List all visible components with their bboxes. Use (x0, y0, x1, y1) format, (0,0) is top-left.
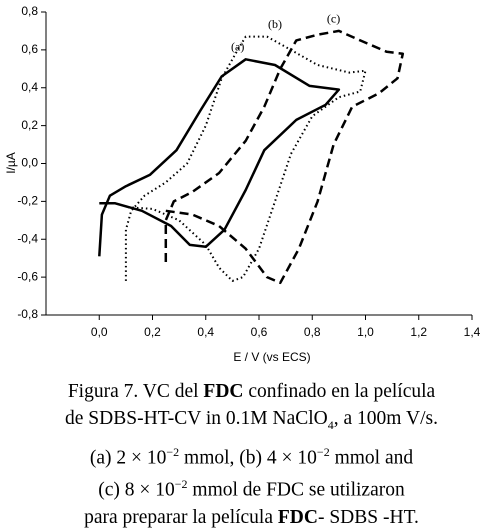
caption-text: Figura 7. VC del (67, 381, 204, 402)
caption-sup: −2 (174, 477, 188, 492)
caption-text: (c) 8 × 10 (98, 479, 175, 501)
chart: I/µA E / V (vs ECS) 0,8 0,6 0,4 0,2 0,0 -0,2 -… (4, 4, 481, 364)
y-tick-label: 0,2 (21, 118, 38, 132)
caption-text: de SDBS-HT-CV in 0.1M NaClO (65, 408, 328, 429)
caption-text: , a 100m V/s. (333, 408, 438, 429)
x-tick-label: 1,2 (410, 325, 427, 339)
caption-text: - SDBS -HT. (317, 506, 419, 528)
caption-line: (c) 8 × 10−2 mmol de FDC se utilizaron (0, 471, 503, 504)
caption-text: mmol and (329, 447, 414, 469)
curve-label: (b) (268, 17, 282, 31)
caption-sub: 4 (327, 417, 334, 432)
y-tick-label: 0,8 (21, 4, 38, 18)
y-tick-label: 0,4 (21, 80, 38, 94)
curve-label: (c) (327, 11, 340, 25)
x-tick-label: 1,4 (464, 325, 481, 339)
y-tick-label: -0,8 (17, 307, 38, 321)
y-axis-label: I/µA (4, 152, 18, 174)
x-tick-label: 0,8 (304, 325, 321, 339)
caption-text: mmol, (b) 4 × 10 (179, 447, 317, 469)
caption-text: mmol de FDC se utilizaron (187, 479, 405, 501)
caption: Figura 7. VC del FDC confinado en la pel… (0, 378, 503, 531)
y-tick-label: -0,4 (17, 231, 38, 245)
curve-label: (a) (231, 40, 244, 54)
x-tick-label: 1,0 (357, 325, 374, 339)
caption-text: para preparar la película (84, 506, 278, 528)
caption-bold: FDC (277, 506, 318, 528)
x-tick-label: 0,0 (91, 325, 108, 339)
y-tick-label: 0,6 (21, 42, 38, 56)
caption-line: (a) 2 × 10−2 mmol, (b) 4 × 10−2 mmol and (0, 439, 503, 472)
x-tick-label: 0,4 (197, 325, 214, 339)
caption-text: confinado en la película (243, 381, 436, 402)
y-tick-label: 0,0 (21, 156, 38, 170)
x-tick-label: 0,2 (144, 325, 161, 339)
x-tick-label: 0,6 (251, 325, 268, 339)
caption-line: para preparar la película FDC- SDBS -HT. (0, 504, 503, 531)
caption-line: de SDBS-HT-CV in 0.1M NaClO4, a 100m V/s… (0, 405, 503, 439)
x-axis-label: E / V (vs ECS) (233, 350, 310, 364)
caption-sup: −2 (316, 444, 330, 459)
cv-curve (98, 58, 341, 257)
caption-text: (a) 2 × 10 (89, 447, 167, 469)
caption-bold: FDC (203, 381, 244, 402)
y-tick-label: -0,2 (17, 194, 38, 208)
cv-curve (164, 29, 405, 285)
y-tick-label: -0,6 (17, 269, 38, 283)
caption-line: Figura 7. VC del FDC confinado en la pel… (0, 378, 503, 405)
caption-sup: −2 (166, 444, 180, 459)
